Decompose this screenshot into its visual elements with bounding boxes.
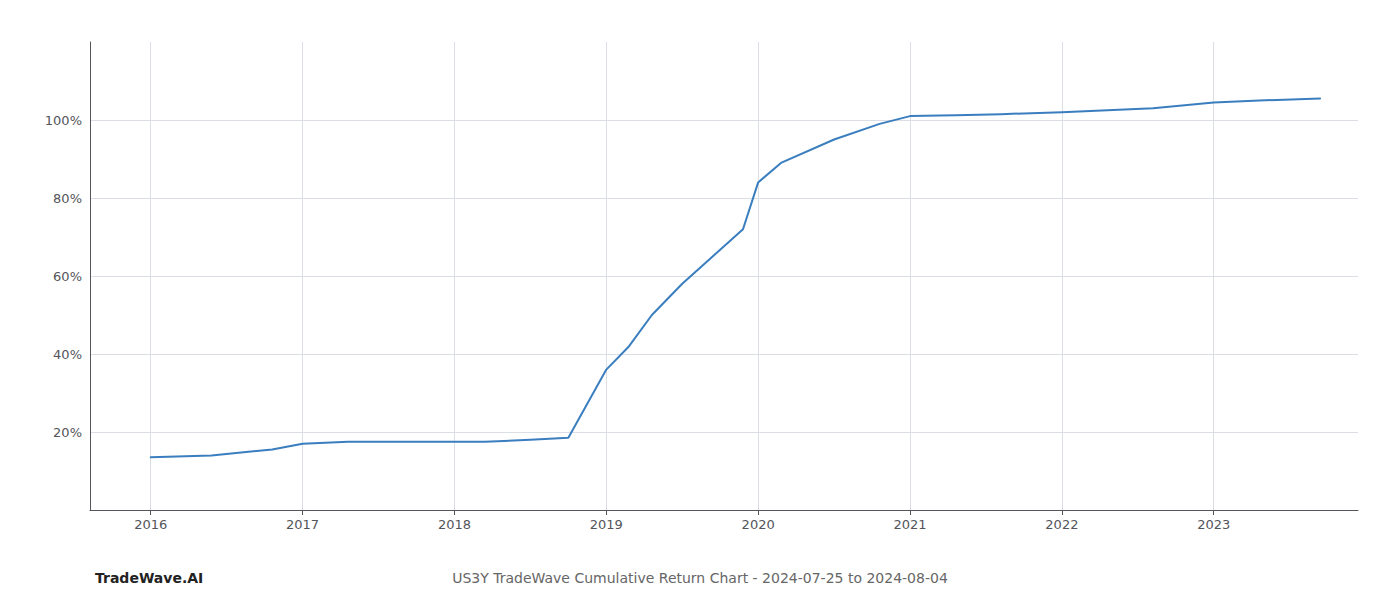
svg-text:100%: 100% <box>45 113 82 128</box>
svg-text:2019: 2019 <box>590 517 623 532</box>
svg-text:2022: 2022 <box>1045 517 1078 532</box>
svg-text:2018: 2018 <box>438 517 471 532</box>
svg-text:60%: 60% <box>53 269 82 284</box>
svg-text:2017: 2017 <box>286 517 319 532</box>
svg-text:80%: 80% <box>53 191 82 206</box>
svg-text:2023: 2023 <box>1197 517 1230 532</box>
svg-text:2021: 2021 <box>893 517 926 532</box>
svg-text:2016: 2016 <box>134 517 167 532</box>
svg-text:2020: 2020 <box>742 517 775 532</box>
svg-text:TradeWave.AI: TradeWave.AI <box>95 570 203 586</box>
svg-text:40%: 40% <box>53 347 82 362</box>
svg-text:US3Y TradeWave Cumulative Retu: US3Y TradeWave Cumulative Return Chart -… <box>452 570 948 586</box>
svg-text:20%: 20% <box>53 425 82 440</box>
